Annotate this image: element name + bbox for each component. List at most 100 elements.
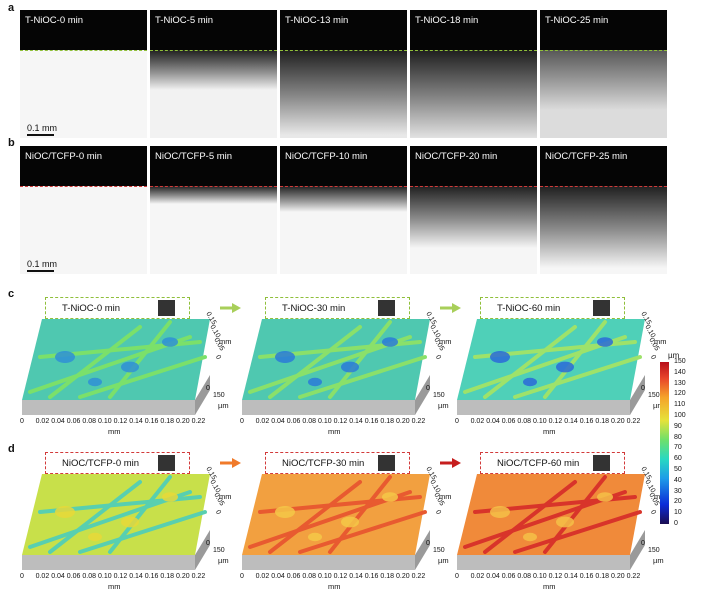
micrograph-title: T-NiOC-18 min — [415, 15, 479, 26]
x-tick-label: 0.02 — [35, 418, 50, 425]
x-tick-label: 0.02 — [470, 573, 485, 580]
surface-feature — [490, 506, 510, 518]
x-tick-label: 0.14 — [564, 573, 578, 580]
surface-feature — [556, 516, 574, 528]
colorbar-tick-label: 130 — [674, 379, 686, 387]
x-tick-label: 0.06 — [66, 418, 81, 425]
x-axis-unit: mm — [543, 427, 556, 436]
x-tick-label: 0.08 — [517, 573, 532, 580]
surface-feature — [121, 516, 139, 528]
x-tick-label: 0.08 — [302, 418, 317, 425]
x-tick-label: 0.20 — [611, 573, 625, 580]
surface-feature — [328, 320, 392, 399]
z-axis-unit: µm — [218, 401, 229, 410]
surface-title-box: T-NiOC-0 min — [45, 297, 190, 319]
x-tick-label: 0.20 — [396, 573, 410, 580]
surface-feature — [483, 480, 577, 554]
surface-feature — [298, 510, 427, 554]
panel-label-d: d — [8, 443, 15, 455]
x-tick-label: 0.16 — [579, 418, 594, 425]
x-tick-label: 0 — [20, 573, 24, 580]
colorbar-tick-label: 80 — [674, 433, 682, 441]
micrograph-title: T-NiOC-25 min — [545, 15, 609, 26]
micrograph-b-4: NiOC/TCFP-20 min — [410, 146, 537, 274]
x-tick-label: 0.20 — [176, 418, 190, 425]
colorbar-tick-label: 100 — [674, 412, 686, 419]
surface-feature — [328, 475, 392, 554]
x-tick-label: 0.22 — [191, 418, 206, 425]
scale-bar-label: 0.1 mm — [27, 123, 58, 133]
surface-base-side — [195, 530, 210, 570]
surface-feature — [55, 506, 75, 518]
z-zero-label: 0 — [641, 540, 645, 547]
surface-feature — [162, 337, 178, 347]
scale-bar — [27, 270, 54, 272]
x-tick-label: 0.14 — [349, 573, 363, 580]
surface-title-box: T-NiOC-60 min — [480, 297, 625, 319]
z-axis-unit: µm — [653, 556, 664, 565]
colorbar-tick-label: 0 — [674, 520, 678, 527]
x-tick-label: 0.04 — [486, 573, 500, 580]
panel-label-c: c — [8, 288, 15, 300]
x-tick-label: 0 — [455, 573, 459, 580]
micrograph-title: T-NiOC-5 min — [155, 15, 214, 26]
surface-title: T-NiOC-60 min — [497, 302, 561, 314]
surface-feature — [88, 377, 102, 387]
surface-feature — [597, 337, 613, 347]
x-tick-label: 0.08 — [517, 418, 532, 425]
surface-feature — [543, 320, 607, 399]
colorbar-tick-label: 30 — [674, 487, 682, 495]
z-tick-label: 150 — [213, 392, 225, 399]
surface-base-front — [457, 555, 630, 570]
x-tick-label: 0.16 — [144, 418, 159, 425]
surface-base-front — [22, 400, 195, 415]
surface-base-front — [22, 555, 195, 570]
y-axis-unit: mm — [654, 337, 667, 346]
y-axis-unit: mm — [439, 492, 452, 501]
arrow-right-icon — [220, 303, 241, 313]
colorbar-tick-label: 120 — [674, 390, 686, 398]
x-tick-label: 0.18 — [595, 418, 610, 425]
x-tick-label: 0.16 — [579, 573, 594, 580]
thumbnail-image — [378, 455, 395, 471]
x-tick-label: 0.06 — [501, 418, 516, 425]
surface-title: T-NiOC-30 min — [282, 302, 346, 314]
x-tick-label: 0.18 — [160, 573, 175, 580]
surface-feature — [513, 510, 642, 554]
surface-feature — [556, 361, 574, 373]
x-tick-label: 0 — [240, 418, 244, 425]
surface-feature — [341, 361, 359, 373]
surface-feature — [523, 532, 537, 542]
thumbnail-image — [378, 300, 395, 316]
x-tick-label: 0.16 — [364, 418, 379, 425]
x-tick-label: 0.10 — [533, 573, 547, 580]
surface-feature — [268, 325, 362, 399]
micrograph-a-4: T-NiOC-18 min — [410, 10, 537, 138]
colorbar-gradient — [660, 362, 669, 524]
surface-base-side — [195, 375, 210, 415]
micrograph-title: NiOC/TCFP-20 min — [415, 151, 498, 162]
x-tick-label: 0.22 — [626, 573, 641, 580]
surface-feature — [382, 492, 398, 502]
x-tick-label: 0.10 — [98, 418, 112, 425]
x-axis-unit: mm — [543, 582, 556, 591]
x-tick-label: 0.02 — [470, 418, 485, 425]
surface-feature — [298, 355, 427, 399]
x-tick-label: 0.22 — [411, 418, 426, 425]
surface-feature — [78, 355, 207, 399]
x-tick-label: 0.20 — [611, 418, 625, 425]
x-tick-label: 0.06 — [286, 418, 301, 425]
x-tick-label: 0.18 — [595, 573, 610, 580]
z-tick-label: 150 — [433, 547, 445, 554]
surface-feature — [513, 355, 642, 399]
surface-plot-d-1: NiOC/TCFP-0 min 0 0.02 0.04 0.06 0.08 0.10 0.12… — [20, 452, 232, 592]
x-tick-label: 0 — [20, 418, 24, 425]
x-tick-label: 0.02 — [35, 573, 50, 580]
surface-feature — [490, 351, 510, 363]
z-zero-label: 0 — [206, 385, 210, 392]
x-tick-label: 0.10 — [318, 418, 332, 425]
surface-title: NiOC/TCFP-60 min — [497, 457, 580, 469]
panel-label-b: b — [8, 137, 15, 149]
colorbar-tick-label: 140 — [674, 368, 686, 376]
x-tick-label: 0.12 — [113, 573, 128, 580]
